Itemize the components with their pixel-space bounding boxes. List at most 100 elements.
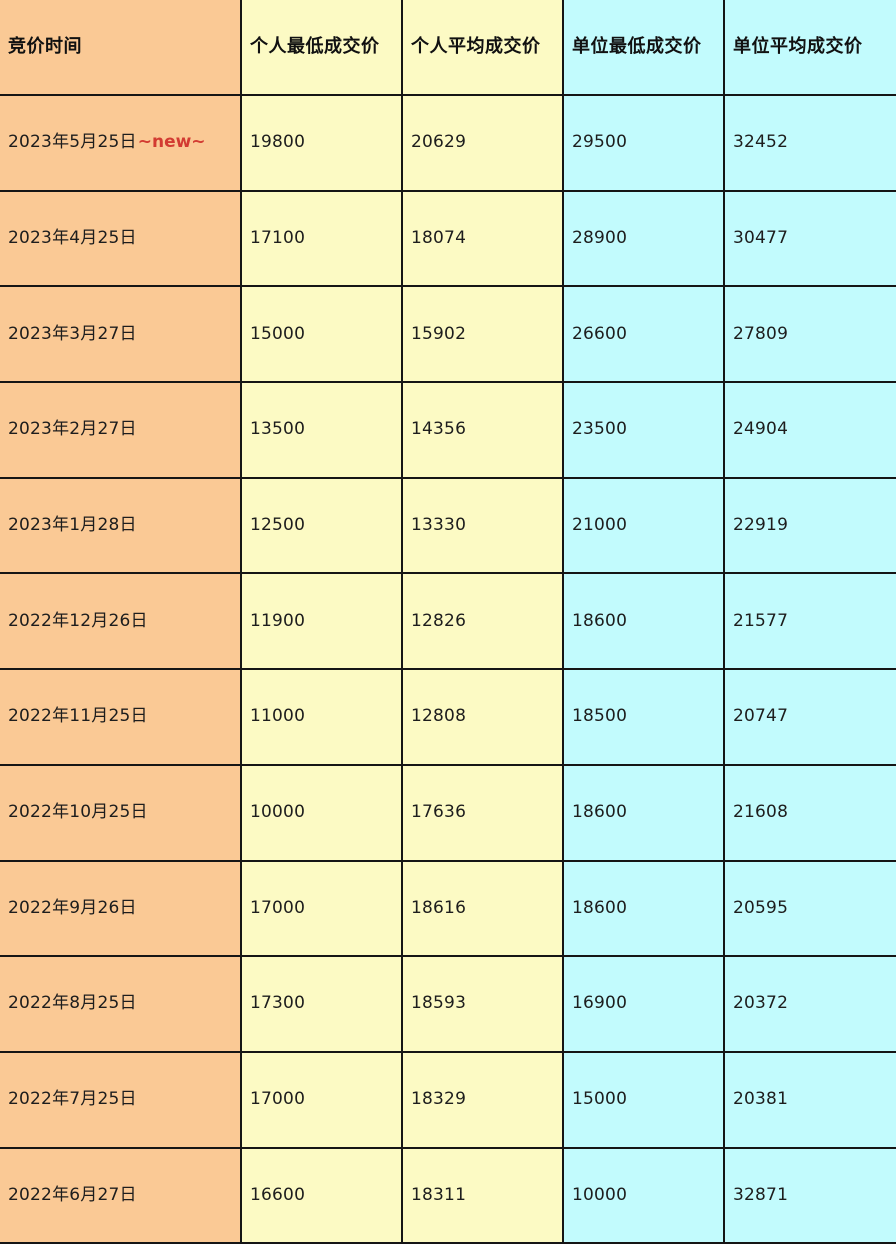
value-unit-min: 28900 (572, 227, 628, 248)
value-unit-avg: 21577 (733, 610, 789, 631)
table-row: 2022年8月25日 17300 18593 16900 20372 (0, 955, 896, 1053)
cell-unit-avg: 32871 (723, 1146, 896, 1244)
column-header-unit-min-label: 单位最低成交价 (572, 35, 702, 57)
value-person-avg: 13330 (411, 514, 467, 535)
cell-unit-avg: 30477 (723, 189, 896, 288)
column-header-person-avg: 个人平均成交价 (401, 0, 564, 96)
date-label: 2023年4月25日 (8, 227, 137, 248)
date-label: 2022年12月26日 (8, 610, 148, 631)
value-person-avg: 18616 (411, 897, 467, 918)
cell-unit-min: 18500 (562, 668, 725, 766)
date-label: 2022年10月25日 (8, 802, 148, 823)
table-row: 2022年6月27日 16600 18311 10000 32871 (0, 1146, 896, 1244)
value-person-min: 12500 (250, 514, 306, 535)
cell-unit-avg: 21608 (723, 763, 896, 862)
cell-person-min: 11000 (240, 668, 403, 766)
cell-unit-min: 18600 (562, 859, 725, 958)
value-person-min: 19800 (250, 132, 306, 153)
value-unit-min: 21000 (572, 514, 628, 535)
column-header-person-min-label: 个人最低成交价 (250, 35, 380, 57)
cell-person-min: 17100 (240, 189, 403, 288)
cell-person-avg: 18616 (401, 859, 564, 958)
cell-unit-min: 23500 (562, 381, 725, 479)
value-unit-avg: 24904 (733, 419, 789, 440)
value-unit-min: 16900 (572, 993, 628, 1014)
value-unit-min: 18600 (572, 802, 628, 823)
value-person-min: 17300 (250, 993, 306, 1014)
cell-person-avg: 20629 (401, 94, 564, 192)
value-person-avg: 15902 (411, 323, 467, 344)
cell-person-avg: 12826 (401, 572, 564, 671)
date-label: 2022年8月25日 (8, 993, 137, 1014)
cell-unit-min: 15000 (562, 1050, 725, 1149)
value-person-min: 16600 (250, 1184, 306, 1205)
cell-person-min: 12500 (240, 476, 403, 575)
cell-person-avg: 17636 (401, 763, 564, 862)
cell-date: 2023年3月27日 (0, 285, 242, 384)
table-row: 2023年4月25日 17100 18074 28900 30477 (0, 189, 896, 288)
cell-date: 2022年8月25日 (0, 955, 242, 1053)
cell-unit-avg: 20747 (723, 668, 896, 766)
cell-person-min: 17000 (240, 1050, 403, 1149)
value-person-avg: 18311 (411, 1184, 467, 1205)
cell-person-avg: 13330 (401, 476, 564, 575)
cell-person-min: 13500 (240, 381, 403, 479)
cell-unit-avg: 20372 (723, 955, 896, 1053)
value-unit-avg: 22919 (733, 514, 789, 535)
value-unit-min: 23500 (572, 419, 628, 440)
date-label: 2023年2月27日 (8, 419, 137, 440)
cell-unit-avg: 21577 (723, 572, 896, 671)
value-unit-min: 10000 (572, 1184, 628, 1205)
value-person-min: 17000 (250, 1089, 306, 1110)
cell-person-min: 10000 (240, 763, 403, 862)
value-unit-avg: 32452 (733, 132, 789, 153)
date-label: 2023年5月25日 (8, 132, 137, 153)
cell-unit-min: 18600 (562, 763, 725, 862)
column-header-person-min: 个人最低成交价 (240, 0, 403, 96)
cell-person-min: 17000 (240, 859, 403, 958)
cell-unit-min: 26600 (562, 285, 725, 384)
cell-unit-avg: 20595 (723, 859, 896, 958)
value-person-min: 11000 (250, 706, 306, 727)
date-label: 2022年6月27日 (8, 1184, 137, 1205)
value-unit-min: 15000 (572, 1089, 628, 1110)
value-unit-min: 29500 (572, 132, 628, 153)
value-unit-min: 18600 (572, 610, 628, 631)
cell-unit-min: 21000 (562, 476, 725, 575)
cell-unit-min: 10000 (562, 1146, 725, 1244)
table-row: 2023年5月25日~new~ 19800 20629 29500 32452 (0, 94, 896, 192)
column-header-unit-avg: 单位平均成交价 (723, 0, 896, 96)
table-row: 2022年12月26日 11900 12826 18600 21577 (0, 572, 896, 671)
date-label: 2022年9月26日 (8, 897, 137, 918)
value-person-avg: 18593 (411, 993, 467, 1014)
value-unit-avg: 27809 (733, 323, 789, 344)
cell-date: 2022年10月25日 (0, 763, 242, 862)
cell-person-avg: 18311 (401, 1146, 564, 1244)
cell-date: 2023年1月28日 (0, 476, 242, 575)
value-unit-avg: 20381 (733, 1089, 789, 1110)
value-unit-avg: 21608 (733, 802, 789, 823)
cell-person-avg: 15902 (401, 285, 564, 384)
cell-person-min: 17300 (240, 955, 403, 1053)
cell-person-min: 15000 (240, 285, 403, 384)
value-person-avg: 14356 (411, 419, 467, 440)
value-person-min: 17000 (250, 897, 306, 918)
header-row: 竞价时间 个人最低成交价 个人平均成交价 单位最低成交价 单位平均成交价 (0, 0, 896, 96)
date-label: 2022年11月25日 (8, 706, 148, 727)
table-row: 2023年3月27日 15000 15902 26600 27809 (0, 285, 896, 384)
value-person-min: 13500 (250, 419, 306, 440)
cell-date: 2023年5月25日~new~ (0, 94, 242, 192)
table-body: 2023年5月25日~new~ 19800 20629 29500 32452 2023年… (0, 94, 896, 1244)
value-unit-avg: 20372 (733, 993, 789, 1014)
value-unit-avg: 20595 (733, 897, 789, 918)
cell-unit-avg: 32452 (723, 94, 896, 192)
cell-person-min: 16600 (240, 1146, 403, 1244)
column-header-person-avg-label: 个人平均成交价 (411, 35, 541, 57)
value-person-avg: 12826 (411, 610, 467, 631)
date-label: 2023年1月28日 (8, 514, 137, 535)
cell-unit-avg: 27809 (723, 285, 896, 384)
cell-date: 2022年12月26日 (0, 572, 242, 671)
cell-person-avg: 18329 (401, 1050, 564, 1149)
cell-person-min: 19800 (240, 94, 403, 192)
table-row: 2023年1月28日 12500 13330 21000 22919 (0, 476, 896, 575)
